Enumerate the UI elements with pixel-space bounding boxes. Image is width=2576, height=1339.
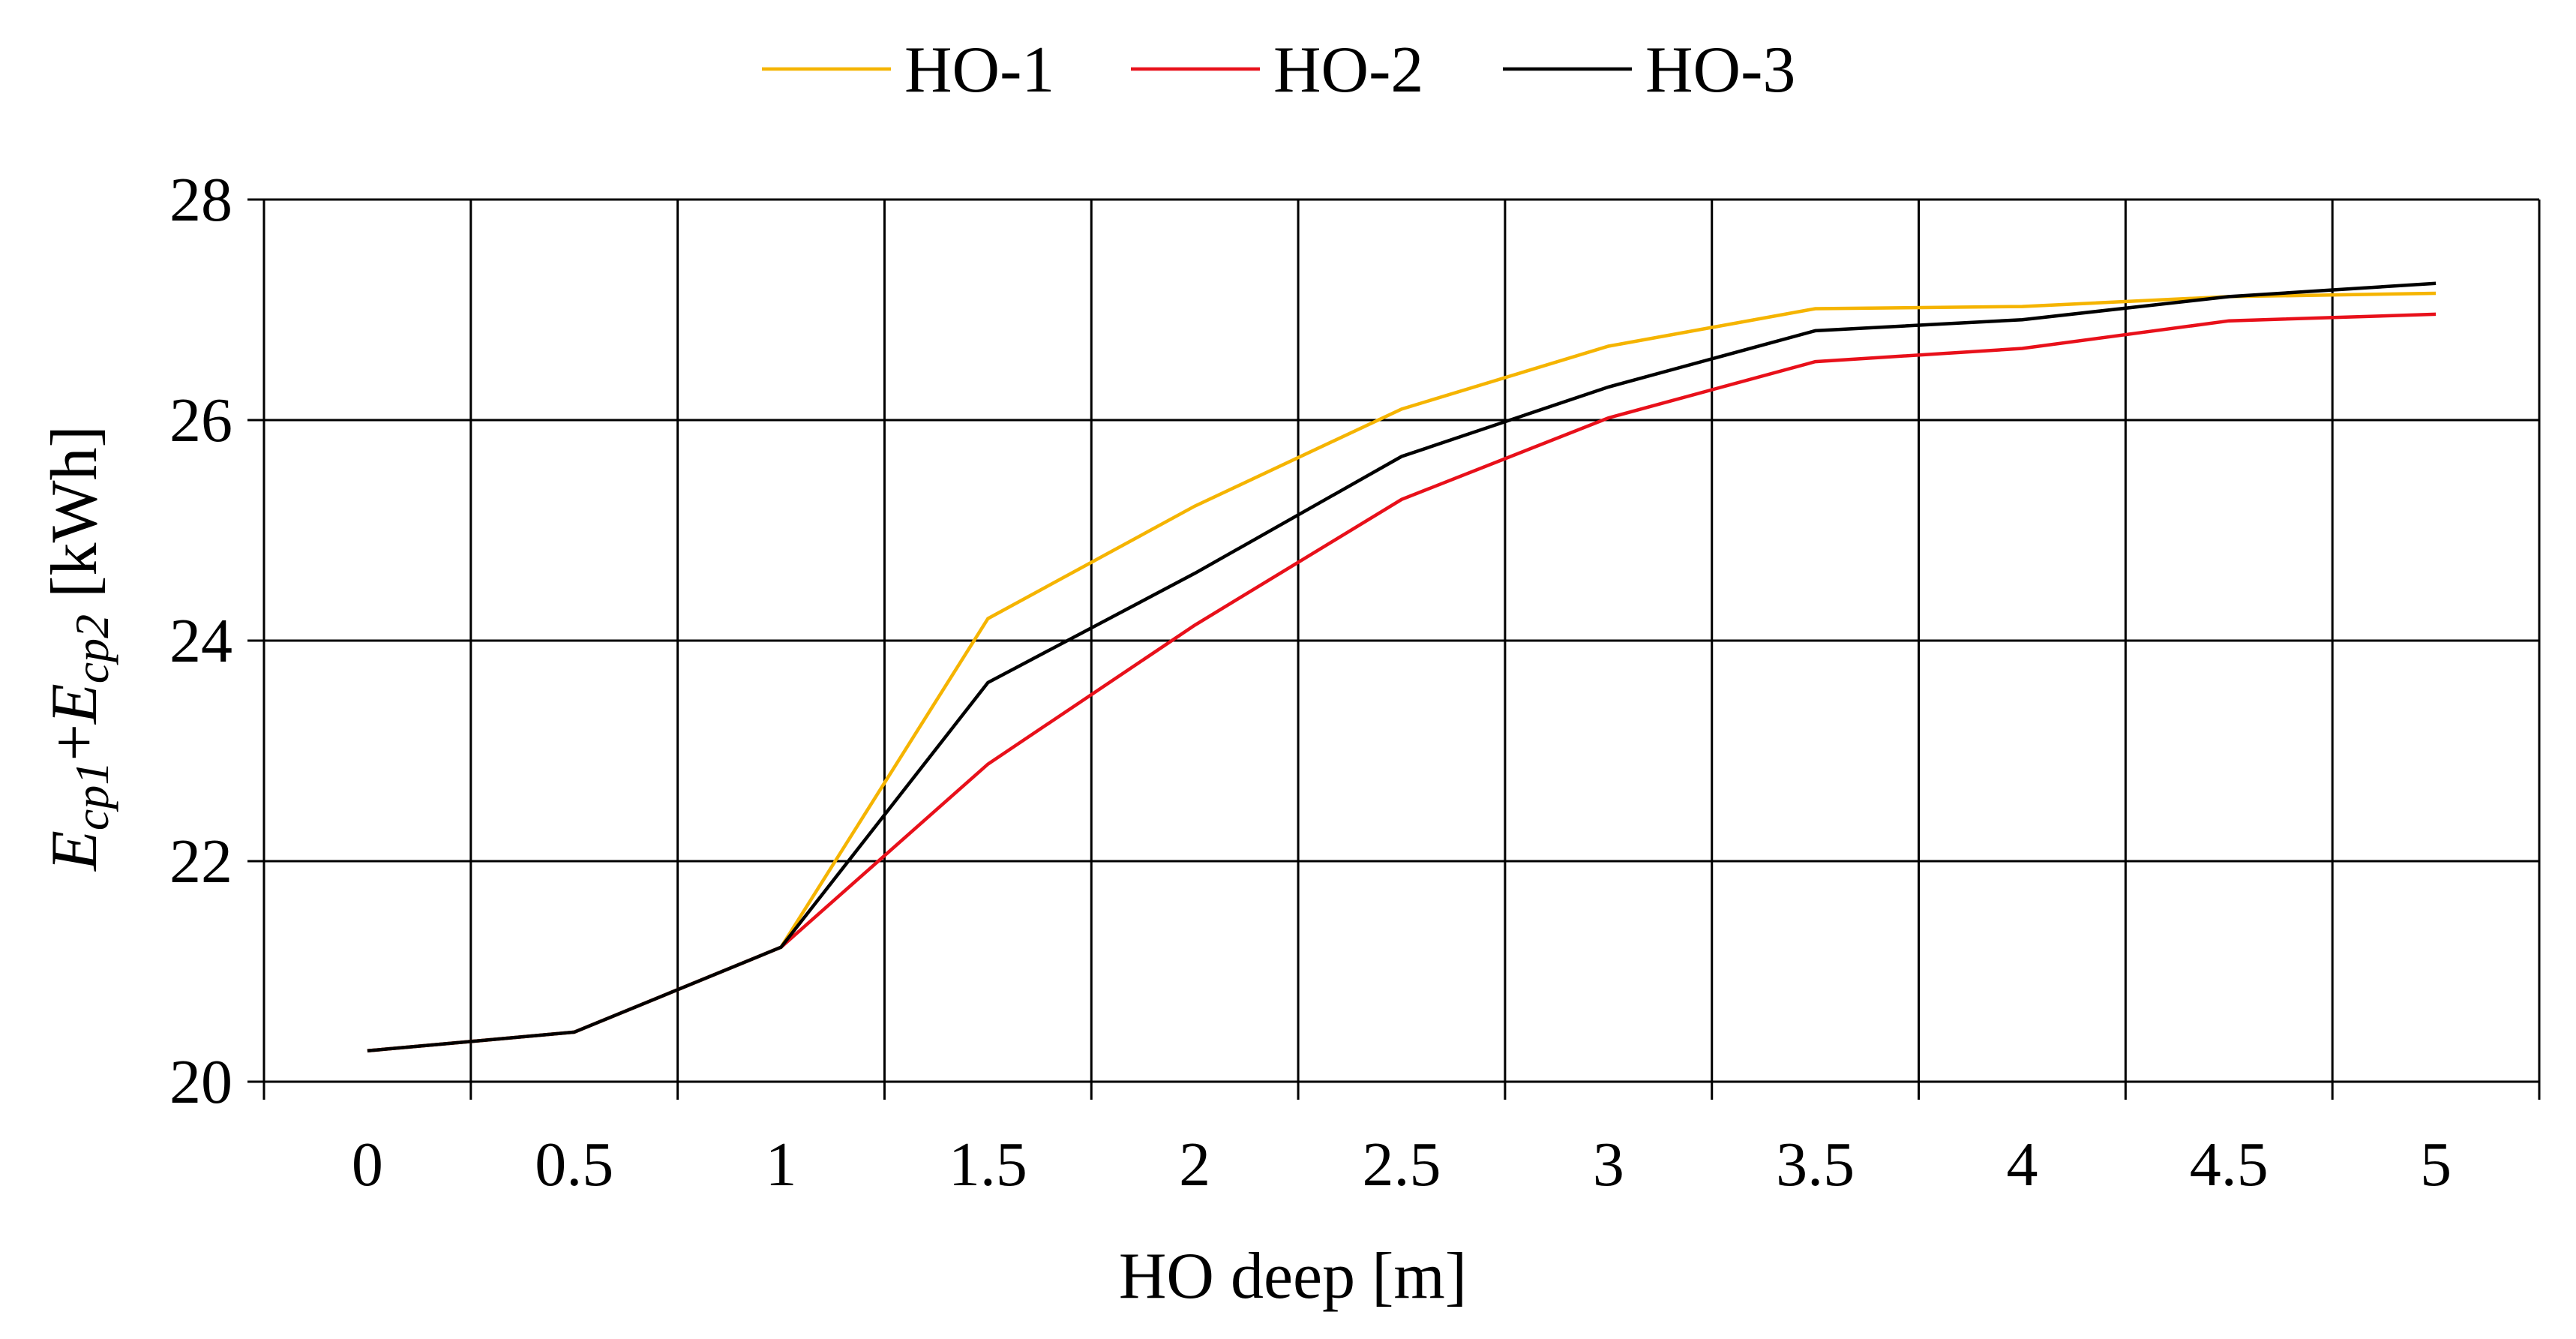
x-tick-label-6: 3: [1593, 1130, 1624, 1199]
y-axis-title-e1: E: [38, 830, 111, 872]
legend: HO-1 HO-2 HO-3: [762, 34, 1795, 107]
legend-label-ho-3: HO-3: [1645, 34, 1795, 107]
x-tick-label-9: 4.5: [2190, 1130, 2269, 1199]
x-tick-label-3: 1.5: [949, 1130, 1027, 1199]
legend-label-ho-2: HO-2: [1273, 34, 1423, 107]
y-axis-title-sub1: cp1: [65, 761, 118, 830]
y-tick-label-2: 24: [169, 606, 232, 676]
x-tick-label-1: 0.5: [535, 1130, 613, 1199]
x-tick-label-8: 4: [2006, 1130, 2038, 1199]
y-axis-title: Ecp1+Ecp2 [kWh]: [38, 425, 118, 872]
series-line-ho-3: [367, 281, 2437, 1053]
x-tick-label-7: 3.5: [1776, 1130, 1855, 1199]
x-tick-label-0: 0: [352, 1130, 383, 1199]
gridlines: [264, 198, 2541, 1082]
x-tick-label-10: 5: [2420, 1130, 2452, 1199]
axis-ticks: 20 22 24 26 28 0 0.5 1 1.5 2 2.5 3 3.5 4 4.5 5: [169, 165, 2541, 1199]
y-axis-title-e2: E: [38, 683, 111, 725]
legend-label-ho-1: HO-1: [904, 34, 1054, 107]
x-tick-label-5: 2.5: [1363, 1130, 1441, 1199]
y-tick-label-1: 22: [169, 827, 232, 896]
x-axis-title: HO deep [m]: [1119, 1240, 1467, 1313]
y-axis-title-unit: [kWh]: [38, 425, 111, 614]
x-tick-label-2: 1: [766, 1130, 797, 1199]
y-axis-title-plus: +: [38, 724, 111, 761]
y-axis-title-sub2: cp2: [65, 614, 118, 683]
y-tick-label-0: 20: [169, 1047, 232, 1117]
y-tick-label-3: 26: [169, 386, 232, 455]
y-tick-label-4: 28: [169, 165, 232, 235]
data-series: [367, 281, 2437, 1053]
x-tick-label-4: 2: [1179, 1130, 1210, 1199]
